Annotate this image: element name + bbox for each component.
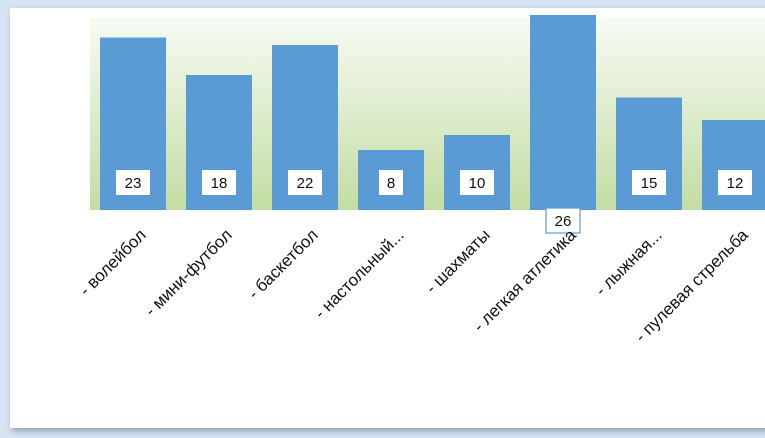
category-label-5: - шахматы [422,225,494,297]
data-label-box-6 [545,207,581,234]
data-label-5: 10 [469,175,486,192]
category-label-4: - настольный... [311,225,408,322]
data-label-2: 18 [211,175,228,192]
bar-6 [530,15,596,210]
category-axis-labels: - волейбол- мини-футбол - баскетбол- наст… [76,225,753,346]
data-label-box-7 [632,170,666,195]
category-label-3: - баскетбол [244,225,322,303]
data-label-1: 23 [125,175,142,192]
data-labels: 23 18 22 8 10 26 15 12 [116,170,752,234]
data-label-box-1 [116,170,150,195]
data-label-4: 8 [387,175,395,192]
data-label-box-2 [202,170,236,195]
data-label-box-3 [288,170,322,195]
bar-8 [702,120,765,210]
data-label-8: 12 [727,175,744,192]
data-label-box-5 [460,170,494,195]
category-label-7: - лыжная... [591,225,665,299]
data-label-6: 26 [555,213,572,230]
category-label-1: - волейбол [76,225,150,299]
data-label-box-8 [718,170,752,195]
data-label-3: 22 [297,175,314,192]
data-label-7: 15 [641,175,658,192]
chart-frame: 23 18 22 8 10 26 15 12 - волейбол - мини-футбол -… [10,8,765,428]
category-label-2: - мини-футбол [141,225,236,320]
data-label-box-4 [379,170,403,195]
